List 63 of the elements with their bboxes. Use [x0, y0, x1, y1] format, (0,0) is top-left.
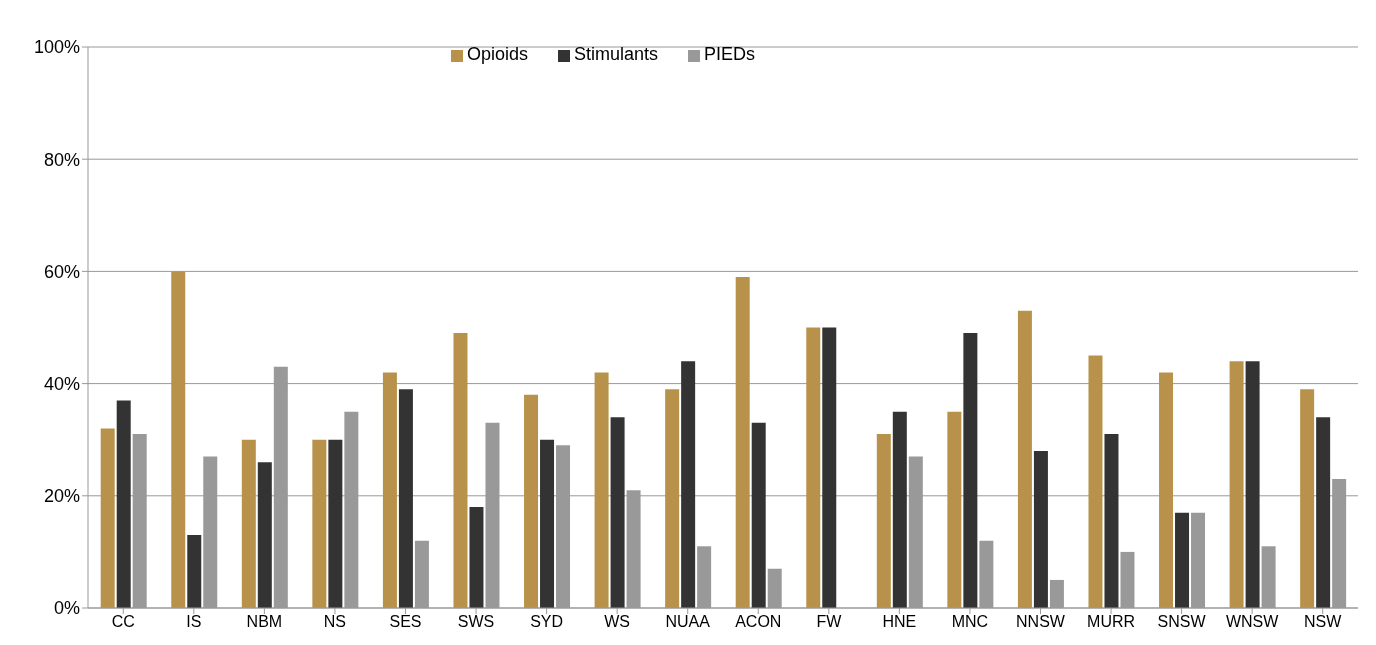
x-tick-label: CC	[111, 613, 135, 631]
bar	[681, 361, 696, 608]
bar	[1088, 355, 1103, 608]
bar	[453, 333, 468, 608]
x-tick-label: IS	[186, 613, 202, 631]
y-tick-label: 20%	[43, 486, 80, 507]
bar	[1033, 450, 1048, 608]
x-tick-label: NUAA	[665, 613, 711, 631]
y-tick-label: 100%	[33, 37, 80, 58]
bar	[1104, 434, 1119, 608]
bar	[1316, 417, 1331, 608]
bar	[876, 434, 891, 608]
bar	[171, 271, 186, 608]
x-tick-label: SWS	[457, 613, 495, 631]
bar	[892, 411, 907, 608]
bar	[1245, 361, 1260, 608]
bar	[963, 333, 978, 608]
bar	[594, 372, 609, 608]
y-tick-label: 80%	[43, 149, 80, 170]
bar	[947, 411, 962, 608]
bar	[1229, 361, 1244, 608]
bar	[806, 327, 821, 608]
bar	[469, 507, 484, 608]
x-tick-label: MNC	[951, 613, 989, 631]
bar	[735, 277, 750, 608]
bar	[665, 389, 680, 608]
bar	[100, 428, 115, 608]
bar	[524, 394, 539, 608]
bar	[822, 327, 837, 608]
bar	[1300, 389, 1315, 608]
x-tick-label: WNSW	[1225, 613, 1280, 631]
bar	[540, 439, 555, 608]
x-tick-label: SES	[389, 613, 422, 631]
y-tick-label: 60%	[43, 261, 80, 282]
legend-label: PIEDs	[704, 44, 756, 64]
bar	[1017, 310, 1032, 608]
bar	[116, 400, 131, 608]
bar	[398, 389, 413, 608]
x-tick-label: NNSW	[1016, 613, 1066, 631]
x-tick-label: MURR	[1087, 613, 1136, 631]
x-tick-label: SNSW	[1157, 613, 1207, 631]
legend-label: Opioids	[466, 44, 528, 64]
bar	[1175, 512, 1190, 608]
bar	[187, 535, 202, 608]
x-tick-label: SYD	[530, 613, 564, 631]
bar	[382, 372, 397, 608]
x-tick-label: FW	[816, 613, 843, 631]
x-tick-label: NS	[323, 613, 347, 631]
x-tick-label: ACON	[735, 613, 782, 631]
x-tick-label: NBM	[246, 613, 283, 631]
bar	[312, 439, 327, 608]
bar	[1159, 372, 1174, 608]
bar	[610, 417, 625, 608]
y-tick-label: 40%	[43, 373, 80, 394]
bar	[241, 439, 256, 608]
x-tick-label: HNE	[882, 613, 917, 631]
y-tick-label: 0%	[53, 598, 80, 619]
bar	[257, 462, 272, 608]
x-tick-label: NSW	[1304, 613, 1343, 631]
bar	[751, 422, 766, 608]
bar	[328, 439, 343, 608]
x-tick-label: WS	[604, 613, 631, 631]
legend-label: Stimulants	[573, 44, 659, 64]
